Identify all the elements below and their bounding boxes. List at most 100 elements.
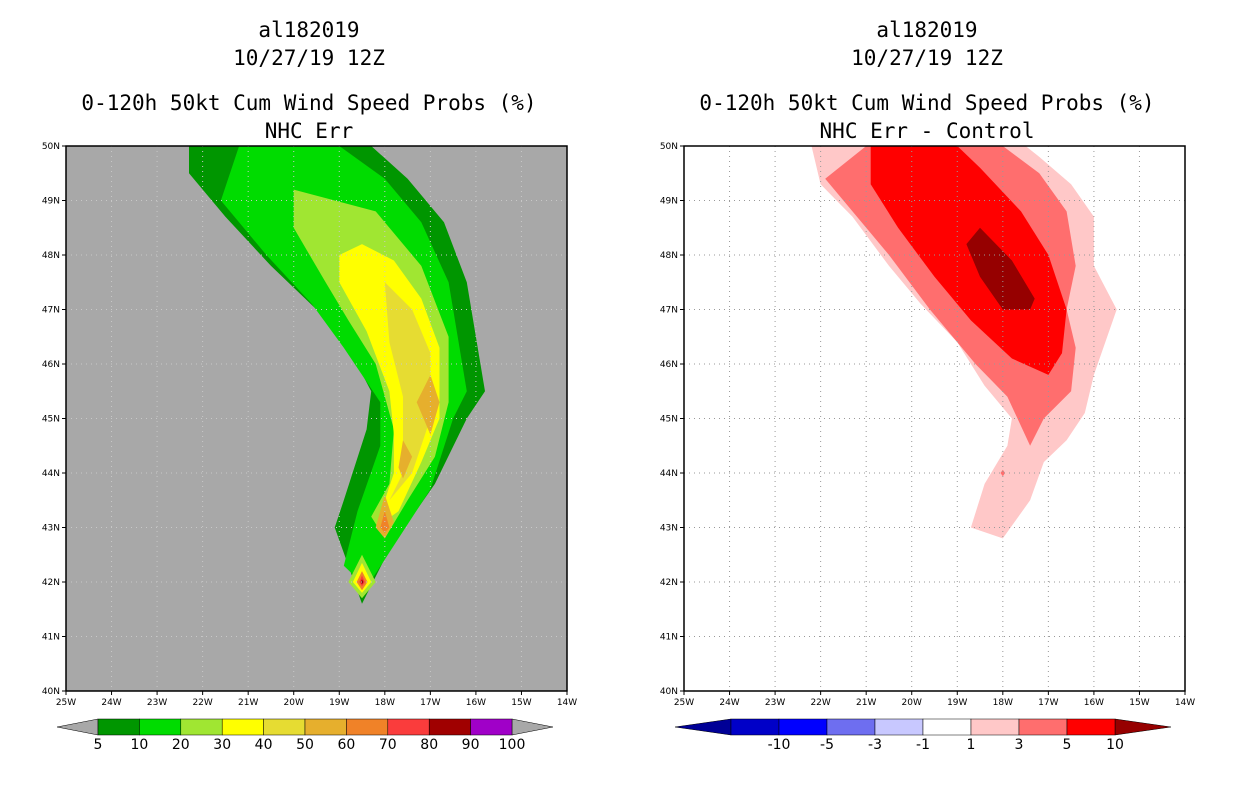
colorbar-left-triangle bbox=[56, 718, 99, 736]
x-tick-label: 25W bbox=[56, 698, 76, 708]
x-tick-label: 21W bbox=[856, 698, 876, 708]
contour-3-fill bbox=[1000, 469, 1006, 477]
x-tick-label: 24W bbox=[101, 698, 121, 708]
y-tick-label: 43N bbox=[42, 524, 60, 534]
colorbar-label: 10 bbox=[1106, 737, 1124, 753]
colorbar-label: 5 bbox=[94, 737, 103, 753]
y-tick-label: 41N bbox=[42, 633, 60, 643]
colorbar-right-triangle bbox=[511, 718, 554, 736]
y-tick-label: 45N bbox=[42, 415, 60, 425]
y-tick-label: 42N bbox=[42, 578, 60, 588]
x-tick-label: 18W bbox=[993, 698, 1013, 708]
x-tick-label: 18W bbox=[375, 698, 395, 708]
contour-80-fill bbox=[360, 579, 364, 585]
x-tick-label: 20W bbox=[284, 698, 304, 708]
colorbar-segment bbox=[970, 718, 1020, 736]
x-tick-label: 23W bbox=[147, 698, 167, 708]
chart-product: 0-120h 50kt Cum Wind Speed Probs (%) bbox=[81, 91, 537, 115]
colorbar-right-triangle bbox=[1114, 718, 1172, 736]
colorbar-label: 100 bbox=[499, 737, 526, 753]
colorbar-label: 70 bbox=[379, 737, 397, 753]
y-tick-label: 45N bbox=[660, 415, 678, 425]
colorbar-segment bbox=[1066, 718, 1116, 736]
y-tick-label: 48N bbox=[660, 251, 678, 261]
colorbar-segment bbox=[221, 718, 264, 736]
chart-variant: NHC Err - Control bbox=[819, 119, 1035, 143]
colorbar-label: -1 bbox=[916, 737, 930, 753]
y-tick-label: 43N bbox=[660, 524, 678, 534]
colorbar-label: 20 bbox=[172, 737, 190, 753]
colorbar-left-triangle bbox=[674, 718, 732, 736]
colorbar-label: 1 bbox=[967, 737, 976, 753]
y-tick-label: 40N bbox=[42, 687, 60, 697]
y-tick-label: 40N bbox=[660, 687, 678, 697]
contour-40-fill bbox=[384, 282, 431, 501]
x-tick-label: 24W bbox=[719, 698, 739, 708]
x-tick-label: 25W bbox=[674, 698, 694, 708]
colorbar-segment bbox=[428, 718, 471, 736]
colorbar-label: 40 bbox=[255, 737, 273, 753]
chart-product: 0-120h 50kt Cum Wind Speed Probs (%) bbox=[699, 91, 1155, 115]
y-tick-label: 48N bbox=[42, 251, 60, 261]
x-tick-label: 22W bbox=[192, 698, 212, 708]
colorbar-segment bbox=[730, 718, 780, 736]
x-tick-label: 16W bbox=[466, 698, 486, 708]
chart-title: al182019 bbox=[258, 18, 360, 42]
x-tick-label: 14W bbox=[557, 698, 577, 708]
colorbar-label: 60 bbox=[337, 737, 355, 753]
x-tick-label: 17W bbox=[1038, 698, 1058, 708]
chart-subtitle: 10/27/19 12Z bbox=[233, 46, 385, 70]
colorbar-segment bbox=[778, 718, 828, 736]
y-tick-label: 49N bbox=[660, 197, 678, 207]
colorbar-label: 10 bbox=[130, 737, 148, 753]
colorbar-segment bbox=[304, 718, 347, 736]
x-tick-label: 21W bbox=[238, 698, 258, 708]
colorbar-segment bbox=[387, 718, 430, 736]
colorbar-label: 3 bbox=[1015, 737, 1024, 753]
contour-60-fill bbox=[380, 511, 390, 533]
colorbar-label: 5 bbox=[1063, 737, 1072, 753]
right-chart-panel: al182019 10/27/19 12Z 0-120h 50kt Cum Wi… bbox=[618, 0, 1236, 800]
contour-50-fill bbox=[398, 440, 413, 479]
y-tick-label: 49N bbox=[42, 197, 60, 207]
colorbar-segment bbox=[97, 718, 140, 736]
x-tick-label: 17W bbox=[420, 698, 440, 708]
colorbar-label: 90 bbox=[462, 737, 480, 753]
x-tick-label: 19W bbox=[329, 698, 349, 708]
x-tick-label: 19W bbox=[947, 698, 967, 708]
y-tick-label: 42N bbox=[660, 578, 678, 588]
chart-title: al182019 bbox=[876, 18, 978, 42]
x-tick-label: 23W bbox=[765, 698, 785, 708]
right-contour-map: 25W 24W 23W 22W 21W 20W 19W 18W 17W 16W 15W 14W 40N 4… bbox=[660, 142, 1195, 753]
y-tick-label: 41N bbox=[660, 633, 678, 643]
x-tick-label: 15W bbox=[1129, 698, 1149, 708]
colorbar-segment bbox=[874, 718, 924, 736]
colorbar-segment bbox=[470, 718, 513, 736]
colorbar-label: 30 bbox=[213, 737, 231, 753]
colorbar-segment bbox=[263, 718, 306, 736]
x-tick-label: 14W bbox=[1175, 698, 1195, 708]
colorbar-segment bbox=[1018, 718, 1068, 736]
colorbar-segment bbox=[922, 718, 972, 736]
colorbar-segment bbox=[346, 718, 389, 736]
y-tick-label: 47N bbox=[660, 306, 678, 316]
x-tick-label: 15W bbox=[511, 698, 531, 708]
y-tick-label: 47N bbox=[42, 306, 60, 316]
y-tick-label: 46N bbox=[42, 360, 60, 370]
chart-variant: NHC Err bbox=[264, 119, 354, 143]
y-tick-label: 46N bbox=[660, 360, 678, 370]
y-tick-label: 44N bbox=[42, 469, 60, 479]
colorbar-label: 50 bbox=[296, 737, 314, 753]
contour-5-fill bbox=[870, 146, 1067, 375]
left-chart-panel: al182019 10/27/19 12Z 0-120h 50kt Cum Wi… bbox=[42, 18, 577, 753]
colorbar-segment bbox=[826, 718, 876, 736]
contour-10-fill bbox=[966, 227, 1035, 310]
x-tick-label: 16W bbox=[1084, 698, 1104, 708]
x-tick-label: 22W bbox=[810, 698, 830, 708]
y-tick-label: 50N bbox=[660, 142, 678, 152]
colorbar-segment bbox=[180, 718, 223, 736]
colorbar-label: -10 bbox=[768, 737, 791, 753]
y-tick-label: 50N bbox=[42, 142, 60, 152]
colorbar-label: -3 bbox=[868, 737, 882, 753]
y-tick-label: 44N bbox=[660, 469, 678, 479]
